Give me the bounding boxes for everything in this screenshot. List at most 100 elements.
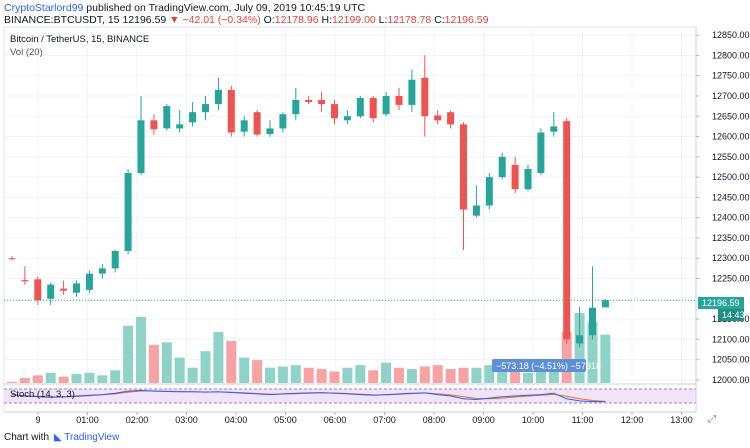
- price-tick-label: 12050.00: [712, 355, 750, 365]
- candle-up: [589, 307, 596, 336]
- candle-down: [331, 104, 338, 119]
- candle-down: [21, 280, 29, 282]
- volume-bar: [510, 362, 521, 383]
- candle-up: [601, 300, 609, 308]
- measure-tooltip: −573.18 (−4.51%) −57318: [492, 359, 601, 372]
- candle-up: [537, 132, 545, 174]
- candle-down: [34, 279, 42, 301]
- candle-up: [47, 284, 55, 299]
- candle-up: [292, 100, 300, 115]
- volume-bar: [32, 375, 43, 383]
- stoch-indicator-label: Stoch (14, 3, 3): [10, 389, 75, 400]
- volume-bar: [265, 367, 275, 383]
- price-change: ▼ −42.01 (−0.34%): [169, 14, 261, 26]
- candle-down: [447, 112, 455, 125]
- candle-up: [163, 106, 171, 129]
- candle-down: [318, 100, 326, 105]
- close-value: 12196.59: [444, 14, 489, 26]
- stoch-lines: [11, 389, 606, 403]
- price-tick-label: 12700.00: [712, 91, 750, 101]
- grid-lines: [4, 27, 696, 412]
- low-label: L:: [378, 14, 388, 26]
- candle-down: [305, 100, 313, 103]
- footer-made-with: Chart with: [4, 432, 50, 443]
- time-tick-label: 09:00: [472, 415, 495, 425]
- candle-up: [279, 114, 287, 129]
- candle-down: [150, 120, 158, 130]
- volume-bar: [497, 361, 508, 383]
- volume-bar: [419, 366, 430, 383]
- publish-line: CryptoStarlord99 published on TradingVie…: [4, 2, 365, 14]
- volume-bar: [355, 365, 366, 383]
- volume-bar: [329, 371, 340, 383]
- price-tick-label: 12000.00: [712, 375, 750, 385]
- volume-bar: [84, 372, 95, 383]
- price-chart[interactable]: Bitcoin / TetherUS, 15, BINANCE Vol (20)…: [0, 0, 750, 430]
- low-value: 12178.78: [387, 14, 432, 26]
- countdown-value: 14:43: [722, 310, 745, 320]
- time-tick-label: 11:00: [572, 415, 594, 425]
- high-label: H:: [321, 14, 332, 26]
- volume-bar: [174, 357, 185, 383]
- chart-title: Bitcoin / TetherUS, 15, BINANCE: [10, 34, 149, 45]
- volume-bar: [600, 334, 611, 383]
- price-tick-label: 12400.00: [712, 213, 750, 223]
- volume-bar: [19, 377, 30, 383]
- time-tick-label: 06:00: [324, 415, 347, 425]
- candlesticks: [8, 55, 609, 348]
- volume-bar: [290, 365, 301, 383]
- volume-bar: [71, 374, 82, 383]
- volume-bar: [471, 367, 482, 383]
- candle-down: [227, 89, 235, 133]
- measure-text: −573.18 (−4.51%) −57318: [496, 361, 601, 371]
- volume-bar: [432, 365, 443, 383]
- volume-bar: [574, 313, 585, 383]
- open-label: O:: [263, 14, 275, 26]
- candle-up: [472, 205, 480, 216]
- price-tick-label: 12350.00: [712, 233, 750, 243]
- candle-down: [421, 77, 429, 117]
- candle-up: [176, 124, 184, 129]
- candle-up: [111, 250, 119, 269]
- volume-bar: [226, 341, 237, 383]
- price-tick-label: 12250.00: [712, 274, 750, 284]
- price-tick-label: 12450.00: [712, 192, 750, 202]
- candle-down: [8, 258, 16, 260]
- symbol-label: BINANCE:BTCUSDT, 15: [4, 14, 120, 26]
- time-axis[interactable]: 9 01:00 02:00 03:00 04:00 05:00 06:00 07:00 08:0…: [35, 412, 693, 425]
- volume-bar: [342, 367, 353, 383]
- volume-bar: [381, 362, 392, 383]
- price-axis[interactable]: 12850.00 12800.00 12750.00 12700.00 12650.00…: [696, 30, 750, 385]
- volume-bar: [45, 372, 56, 383]
- stoch-k-line: [11, 389, 606, 403]
- candle-up: [485, 177, 493, 206]
- candle-up: [498, 156, 506, 178]
- author-link[interactable]: CryptoStarlord99: [4, 2, 84, 14]
- volume-bar: [406, 369, 417, 383]
- candle-up: [85, 273, 93, 290]
- time-tick-label: 13:00: [670, 415, 693, 425]
- volume-bar: [187, 367, 198, 383]
- tradingview-logo-icon[interactable]: ◣ TradingView: [54, 432, 120, 443]
- candle-down: [563, 121, 571, 340]
- candle-up: [550, 126, 558, 132]
- candle-up: [202, 104, 209, 113]
- candle-up: [137, 120, 145, 174]
- price-tick-label: 12300.00: [712, 253, 750, 263]
- candle-down: [460, 124, 467, 210]
- current-price-value: 12196.59: [702, 298, 740, 308]
- candle-up: [266, 128, 274, 135]
- price-tick-label: 12850.00: [712, 30, 750, 40]
- candle-down: [434, 115, 442, 121]
- volume-bar: [316, 369, 327, 383]
- price-tick-label: 12650.00: [712, 111, 750, 121]
- zoom-icon[interactable]: ⤢: [708, 414, 716, 425]
- time-tick-label: 01:00: [76, 415, 99, 425]
- volume-bar: [161, 342, 172, 383]
- volume-bar: [277, 366, 288, 383]
- candle-up: [73, 283, 80, 293]
- volume-bar: [58, 376, 69, 383]
- volume-bar: [445, 369, 456, 383]
- price-tick-label: 12600.00: [712, 132, 750, 142]
- volume-bar: [394, 367, 404, 383]
